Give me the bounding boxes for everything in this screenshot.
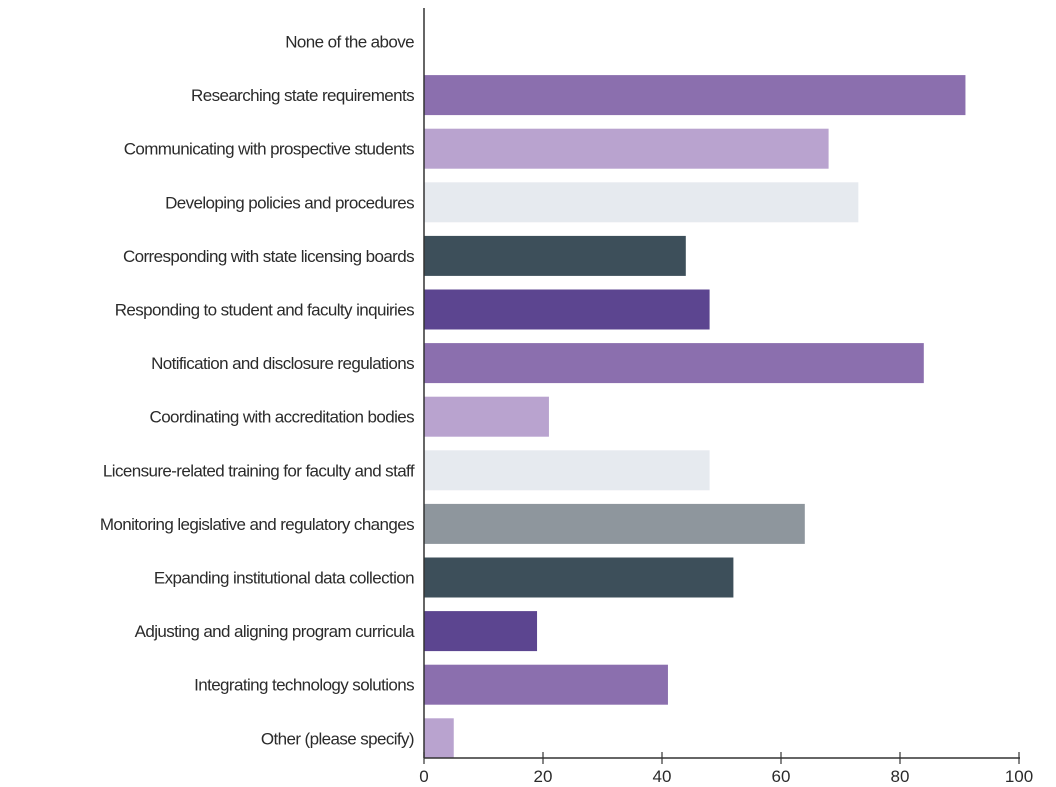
category-label-4: Corresponding with state licensing board… bbox=[123, 247, 414, 266]
bar-12 bbox=[424, 664, 668, 705]
bar-3 bbox=[424, 182, 859, 223]
bar-2 bbox=[424, 128, 829, 169]
category-labels-group: None of the above Researching state requi… bbox=[100, 33, 416, 749]
bar-10 bbox=[424, 557, 734, 598]
x-tick-label-4: 80 bbox=[891, 767, 910, 786]
bar-9 bbox=[424, 503, 805, 544]
x-tick-label-1: 20 bbox=[534, 767, 553, 786]
bar-4 bbox=[424, 235, 686, 276]
x-tick-label-3: 60 bbox=[772, 767, 791, 786]
category-label-1: Researching state requirements bbox=[191, 86, 414, 105]
bar-6 bbox=[424, 343, 924, 384]
category-label-2: Communicating with prospective students bbox=[124, 140, 414, 159]
category-label-5: Responding to student and faculty inquir… bbox=[115, 301, 414, 320]
bar-1 bbox=[424, 75, 966, 116]
category-label-8: Licensure-related training for faculty a… bbox=[103, 461, 415, 480]
bar-8 bbox=[424, 450, 710, 491]
category-label-6: Notification and disclosure regulations bbox=[151, 354, 414, 373]
bar-7 bbox=[424, 396, 549, 437]
x-tick-label-5: 100 bbox=[1005, 767, 1033, 786]
category-label-12: Integrating technology solutions bbox=[194, 676, 414, 695]
x-tick-label-0: 0 bbox=[419, 767, 428, 786]
category-label-0: None of the above bbox=[285, 33, 414, 52]
category-label-11: Adjusting and aligning program curricula bbox=[135, 622, 415, 641]
category-label-3: Developing policies and procedures bbox=[165, 193, 414, 212]
x-ticks-group: 0 20 40 60 80 100 bbox=[419, 752, 1033, 786]
bar-11 bbox=[424, 611, 538, 652]
category-label-7: Coordinating with accreditation bodies bbox=[150, 408, 415, 427]
category-label-10: Expanding institutional data collection bbox=[154, 569, 414, 588]
bars-group bbox=[424, 75, 966, 759]
bar-13 bbox=[424, 718, 454, 759]
category-label-13: Other (please specify) bbox=[261, 729, 414, 748]
bar-5 bbox=[424, 289, 710, 330]
category-label-9: Monitoring legislative and regulatory ch… bbox=[100, 515, 414, 534]
x-tick-label-2: 40 bbox=[653, 767, 672, 786]
